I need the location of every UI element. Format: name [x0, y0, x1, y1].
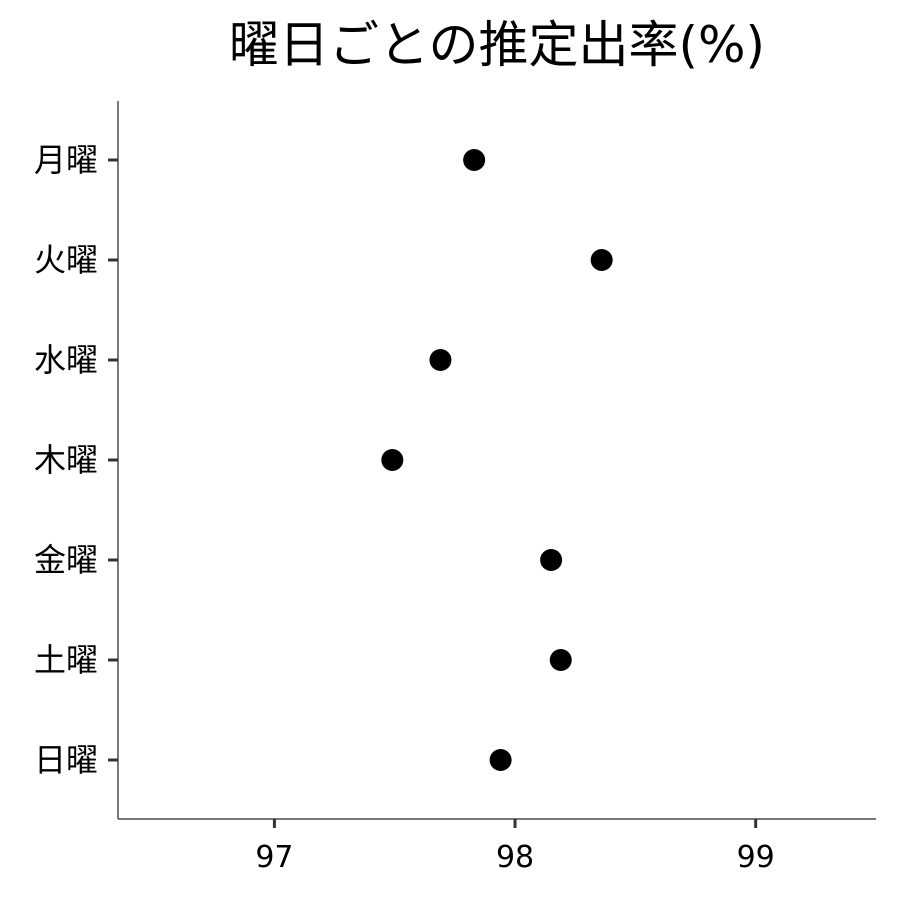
- y-tick-label: 木曜: [34, 441, 98, 479]
- x-tick-label: 97: [255, 840, 293, 875]
- y-tick-label: 金曜: [34, 541, 98, 579]
- data-point: [549, 649, 572, 671]
- x-tick-label: 98: [496, 840, 534, 875]
- y-tick-label: 月曜: [34, 141, 98, 179]
- data-point: [540, 549, 563, 571]
- data-points: [381, 149, 613, 771]
- y-tick-label: 土曜: [34, 641, 98, 679]
- data-point: [489, 749, 512, 771]
- data-point: [381, 449, 404, 471]
- x-tick-label: 99: [737, 840, 775, 875]
- y-tick-label: 火曜: [34, 241, 98, 279]
- y-tick-label: 日曜: [34, 741, 98, 779]
- data-point: [463, 149, 486, 171]
- data-point: [429, 349, 452, 371]
- y-tick-label: 水曜: [34, 341, 98, 379]
- chart-title: 曜日ごとの推定出率(%): [229, 16, 765, 74]
- data-point: [590, 249, 613, 271]
- x-axis-ticks: 97 98 99: [255, 819, 775, 875]
